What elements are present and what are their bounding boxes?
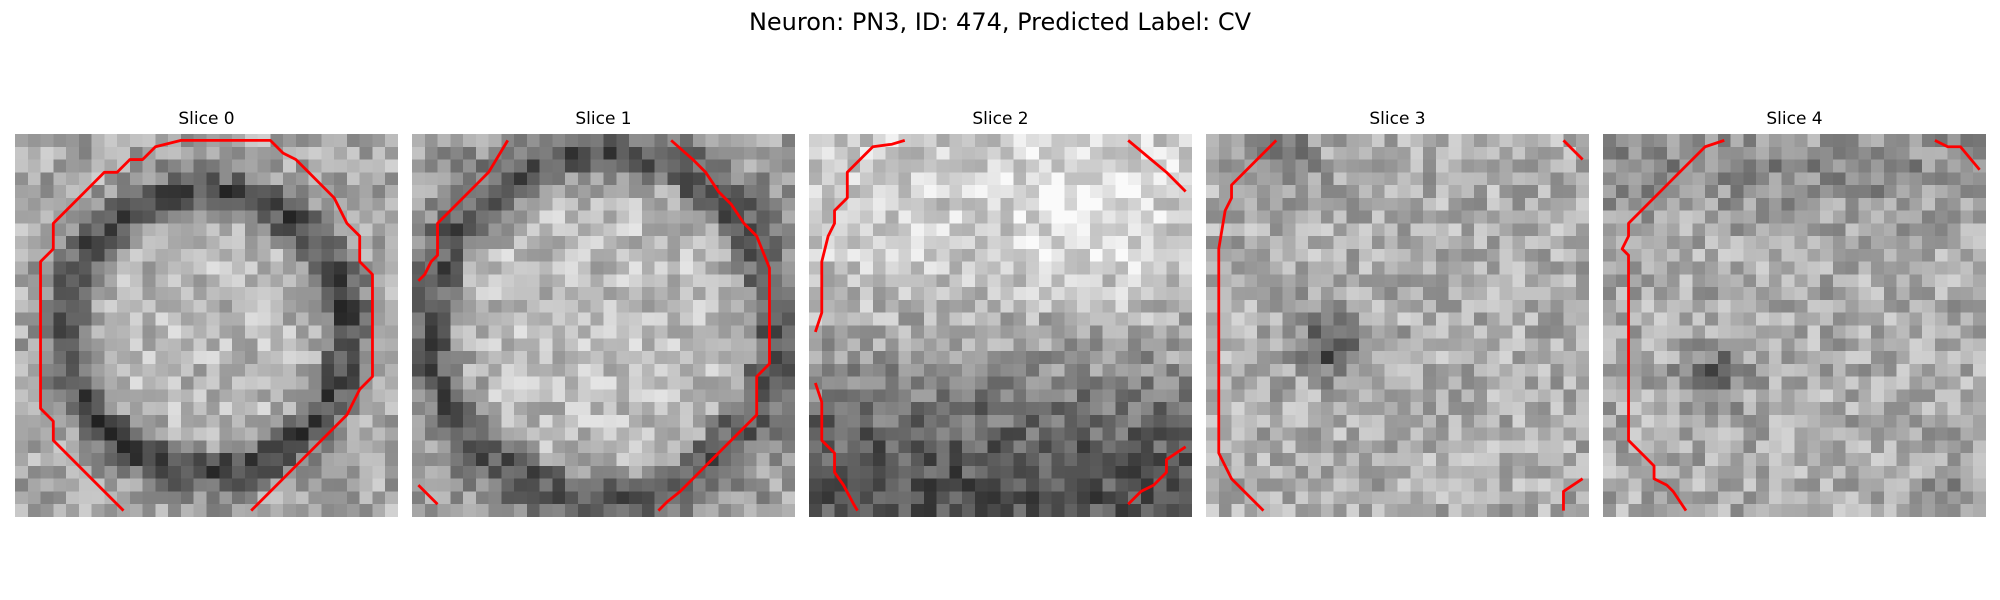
contour-line-2-0 (814, 139, 906, 333)
slice-title-0: Slice 0 (178, 109, 235, 129)
slice-panel-3: Slice 3 (1206, 108, 1589, 517)
contour-line-0-0 (39, 138, 374, 512)
slice-title-1: Slice 1 (575, 109, 632, 129)
contour-line-3-2 (1562, 477, 1584, 511)
contour-line-1-2 (417, 484, 439, 506)
slice-title-4: Slice 4 (1766, 109, 1823, 129)
contour-line-2-3 (1127, 445, 1187, 506)
slice-image-1 (412, 134, 795, 517)
contour-line-3-1 (1562, 139, 1584, 161)
slice-panel-4: Slice 4 (1603, 108, 1986, 517)
slice-image-0 (15, 134, 398, 517)
slice-image-4 (1603, 134, 1986, 517)
slice-panel-0: Slice 0 (15, 108, 398, 517)
contour-line-1-1 (657, 139, 771, 512)
contour-line-1-0 (417, 139, 509, 282)
contour-line-4-1 (1934, 139, 1981, 171)
contour-line-3-0 (1217, 139, 1278, 512)
slice-title-2: Slice 2 (972, 109, 1029, 129)
slice-panel-1: Slice 1 (412, 108, 795, 517)
slice-image-2 (809, 134, 1192, 517)
slice-title-3: Slice 3 (1369, 109, 1426, 129)
slice-panel-2: Slice 2 (809, 108, 1192, 517)
slice-image-3 (1206, 134, 1589, 517)
contour-line-2-1 (1127, 139, 1187, 193)
contour-line-2-2 (814, 382, 859, 512)
contour-line-4-0 (1620, 139, 1725, 512)
figure-title: Neuron: PN3, ID: 474, Predicted Label: C… (748, 8, 1252, 36)
